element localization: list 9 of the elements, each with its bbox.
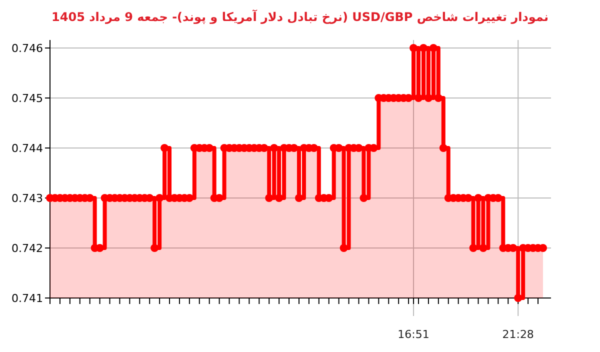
- y-tick-label: 0.743: [12, 192, 43, 205]
- y-tick-label: 0.742: [12, 242, 43, 255]
- y-tick-label: 0.744: [12, 142, 43, 155]
- chart-title: نمودار تغییرات شاخص USD/GBP (نرخ تبادل دلار آمریکا و پوند)- جمعه 9 مرداد 1405: [52, 9, 548, 24]
- x-tick-label: 21:28: [502, 328, 534, 341]
- y-tick-label: 0.745: [12, 92, 43, 105]
- y-tick-label: 0.746: [12, 42, 43, 55]
- x-tick-label: 16:51: [398, 328, 430, 341]
- y-tick-label: 0.741: [12, 292, 43, 305]
